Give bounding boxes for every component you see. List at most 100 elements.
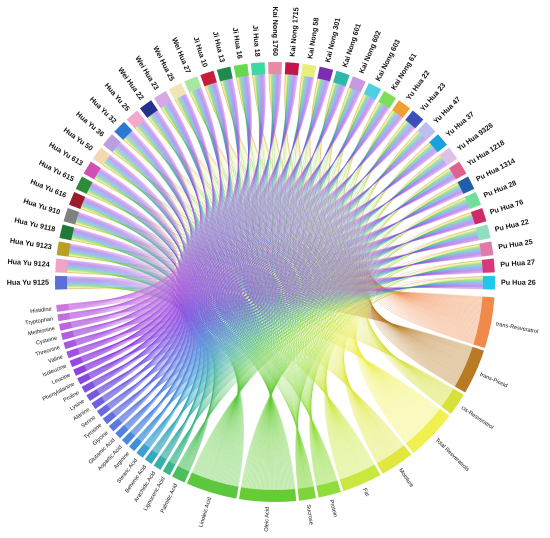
- ribbon-ji-hua-13-sucrose: [222, 80, 308, 488]
- ribbon-wei-hua-25-palmitic-acid: [177, 97, 229, 470]
- ribbon-kai-nong-602-cis-resveratrol: [326, 87, 447, 401]
- ribbon-ji-hua-13-total-resveratrols: [220, 80, 427, 426]
- ribbon-ji-hua-10-behenic-acid: [155, 84, 233, 453]
- ribbon-yu-hua-23-lysine: [97, 125, 413, 391]
- ribbon-hua-yu-910-tyrosine: [77, 216, 187, 417]
- top-label-pu-hua-76: Pu Hua 76: [489, 197, 525, 216]
- ribbon-hua-yu-9125-arachidic-acid: [66, 283, 204, 460]
- ribbon-wei-hua-23-fat: [162, 106, 365, 471]
- ribbon-pu-hua-1314-oleic-acid: [248, 184, 460, 489]
- top-arc-hua-yu-25: [126, 110, 145, 129]
- ribbon-yu-hua-47-protein: [310, 132, 420, 485]
- bottom-label-cis-resveratrol: cis-Resveratrol: [460, 405, 494, 431]
- bottom-label-protein: Protein: [328, 499, 338, 518]
- top-label-hua-yu-615: Hua Yu 615: [38, 158, 76, 183]
- ribbon-hua-yu-910-moisture: [75, 222, 402, 448]
- top-arc-pu-hua-22: [475, 224, 491, 241]
- ribbon-pu-hua-76-stearic-acid: [144, 217, 473, 445]
- bottom-arc-cis-resveratrol: [441, 388, 464, 414]
- ribbon-pu-hua-22-oleic-acid: [244, 230, 477, 489]
- ribbon-kai-nong-58-palmitic-acid: [182, 76, 306, 469]
- ribbon-kai-nong-61-behenic-acid: [153, 103, 384, 452]
- top-arc-yu-hua-37: [429, 134, 447, 153]
- ribbon-ji-hua-16-trans-piceid: [236, 77, 467, 366]
- ribbon-hua-yu-616-alanine: [83, 200, 185, 402]
- ribbon-hua-yu-616-protein: [80, 206, 335, 482]
- top-arc-hua-yu-9123: [56, 241, 71, 257]
- ribbon-hua-yu-9125-stearic-acid: [66, 283, 197, 449]
- ribbon-ji-hua-18-protein: [254, 74, 328, 484]
- ribbon-hua-yu-615-protein: [87, 191, 335, 482]
- bottom-arc-trans-resveratrol: [473, 296, 495, 349]
- ribbon-kai-nong-61-alanine: [102, 105, 386, 399]
- ribbon-kai-nong-1760-fat: [270, 73, 359, 474]
- ribbon-wei-hua-27-cis-resveratrol: [189, 91, 450, 397]
- bottom-label-methionine: Methionine: [28, 326, 56, 338]
- top-label-ji-hua-13: Ji Hua 13: [211, 30, 227, 63]
- bottom-label-moisture: Moisture: [397, 468, 414, 489]
- ribbon-pu-hua-28-trans-piceid: [368, 197, 466, 383]
- ribbon-ji-hua-13-aspartic-acid: [132, 79, 239, 435]
- ribbon-yu-hua-23-oleic-acid: [255, 121, 409, 490]
- top-arc-kai-nong-602: [348, 76, 366, 93]
- ribbon-kai-nong-1715-trans-piceid: [284, 74, 465, 369]
- ribbon-hua-yu-9125-arginine: [66, 282, 194, 443]
- ribbon-kai-nong-603-tyrosine: [113, 97, 372, 414]
- ribbon-hua-yu-910-aspartic-acid: [76, 217, 193, 436]
- ribbon-kai-nong-58-aspartic-acid: [132, 76, 308, 434]
- top-arc-hua-yu-615: [75, 176, 93, 194]
- ribbon-kai-nong-603-glutamic-acid: [125, 96, 371, 427]
- top-label-ji-hua-10: Ji Hua 10: [192, 36, 210, 69]
- ribbon-wei-hua-22-sucrose: [149, 115, 310, 488]
- ribbon-yu-hua-9326-protein: [310, 156, 442, 486]
- ribbon-wei-hua-23-oleic-acid: [163, 106, 279, 491]
- ribbon-kai-nong-602-arginine: [138, 89, 355, 440]
- top-label-pu-hua-28: Pu Hua 28: [482, 178, 518, 200]
- ribbon-hua-yu-616-glutamic-acid: [82, 202, 192, 430]
- ribbon-hua-yu-9124-total-resveratrols: [67, 271, 440, 411]
- ribbon-hua-yu-9123-glutamic-acid: [69, 249, 190, 430]
- ribbon-yu-hua-1218-aspartic-acid: [130, 173, 453, 433]
- ribbon-kai-nong-603-arginine: [138, 96, 370, 440]
- ribbon-hua-yu-9118-glycine: [72, 232, 188, 424]
- bottom-arc-methionine: [59, 321, 73, 331]
- ribbon-wei-hua-25-protein: [176, 98, 331, 483]
- ribbon-yu-hua-9326-arginine: [137, 159, 444, 439]
- ribbon-hua-yu-25-protein: [136, 126, 332, 483]
- ribbon-hua-yu-25-oleic-acid: [136, 125, 281, 491]
- top-arc-yu-hua-22: [392, 100, 411, 118]
- ribbon-hua-yu-613-serine: [97, 172, 190, 409]
- ribbon-yu-hua-9326-aspartic-acid: [131, 159, 444, 433]
- ribbon-hua-yu-910-trans-piceid: [75, 223, 472, 353]
- top-label-kai-nong-1715: Kai Nong 1715: [288, 7, 301, 57]
- ribbon-ji-hua-10-arachidic-acid: [163, 84, 234, 459]
- ribbon-ji-hua-18-behenic-acid: [154, 74, 260, 453]
- ribbon-yu-hua-22-oleic-acid: [256, 111, 396, 490]
- top-arc-yu-hua-1218: [449, 161, 467, 180]
- top-label-hua-yu-9118: Hua Yu 9118: [13, 215, 56, 233]
- bottom-label-sucrose: Sucrose: [305, 504, 314, 525]
- top-arc-hua-yu-9124: [55, 258, 69, 273]
- ribbon-kai-nong-1715-linoleic-acid: [212, 74, 289, 482]
- ribbon-ji-hua-16-trans-resveratrol: [235, 77, 481, 320]
- ribbon-pu-hua-1314-lysine: [96, 189, 462, 391]
- top-arc-wei-hua-25: [168, 83, 187, 100]
- ribbon-pu-hua-22-arachidic-acid: [160, 232, 478, 457]
- ribbon-kai-nong-602-serine: [107, 90, 357, 407]
- ribbon-kai-nong-61-protein: [307, 102, 381, 485]
- ribbon-ji-hua-18-trans-piceid: [252, 75, 466, 367]
- top-arc-wei-hua-22: [139, 100, 158, 118]
- top-arc-kai-nong-58: [301, 63, 317, 78]
- ribbon-kai-nong-603-palmitic-acid: [181, 95, 368, 469]
- ribbon-kai-nong-61-arachidic-acid: [162, 103, 383, 458]
- top-label-ji-hua-16: Ji Hua 16: [231, 27, 245, 60]
- ribbon-kai-nong-58-lignoceric-acid: [171, 76, 306, 463]
- ribbon-hua-yu-9124-aspartic-acid: [67, 266, 192, 437]
- ribbon-hua-yu-32-protein: [124, 137, 333, 483]
- ribbon-yu-hua-9326-fat: [324, 156, 442, 478]
- bottom-arc-trans-piceid: [454, 346, 485, 393]
- ribbon-wei-hua-23-palmitic-acid: [163, 105, 226, 471]
- bottom-arc-tryptophan: [57, 312, 71, 322]
- bottom-arc-linoleic-acid: [186, 472, 239, 499]
- ribbon-yu-hua-22-behenic-acid: [153, 112, 397, 452]
